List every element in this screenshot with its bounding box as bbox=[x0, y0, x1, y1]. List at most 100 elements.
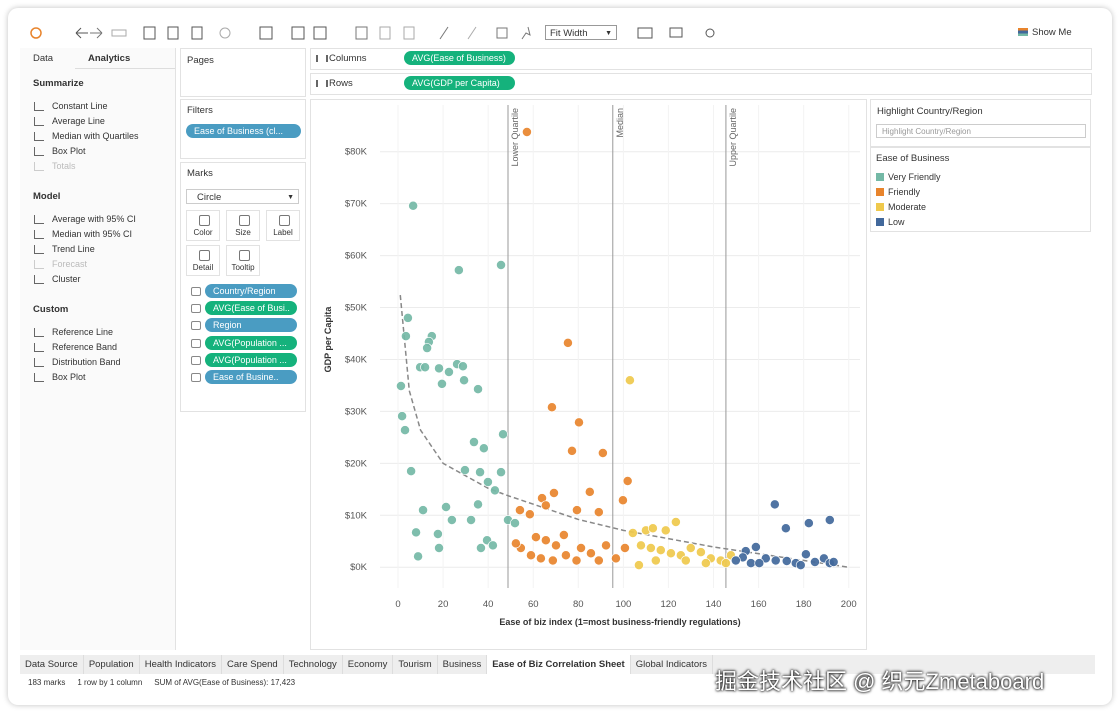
sheet-tab[interactable]: Global Indicators bbox=[631, 655, 714, 674]
data-point[interactable] bbox=[444, 366, 454, 377]
data-point[interactable] bbox=[473, 384, 483, 395]
sheet-tab[interactable]: Population bbox=[84, 655, 140, 674]
new-icon[interactable] bbox=[167, 26, 179, 40]
data-point[interactable] bbox=[524, 509, 535, 520]
refresh-icon[interactable] bbox=[219, 27, 231, 39]
data-point[interactable] bbox=[620, 543, 630, 553]
dup-icon[interactable] bbox=[191, 26, 203, 40]
data-point[interactable] bbox=[437, 378, 447, 389]
data-point[interactable] bbox=[800, 549, 811, 560]
data-point[interactable] bbox=[498, 429, 508, 440]
analytics-item[interactable]: Distribution Band bbox=[52, 357, 121, 367]
data-point[interactable] bbox=[571, 555, 582, 566]
data-point[interactable] bbox=[540, 535, 551, 546]
data-point[interactable] bbox=[546, 402, 557, 413]
sheet-tab[interactable]: Data Source bbox=[20, 655, 84, 674]
mark-button[interactable]: Tooltip bbox=[226, 245, 260, 276]
data-point[interactable] bbox=[422, 343, 433, 354]
data-point[interactable] bbox=[530, 532, 541, 543]
analytics-item[interactable]: Reference Band bbox=[52, 342, 118, 352]
data-point[interactable] bbox=[411, 527, 422, 538]
pill[interactable]: AVG(Population ... bbox=[205, 335, 297, 350]
data-point[interactable] bbox=[597, 448, 608, 458]
data-point[interactable] bbox=[650, 555, 661, 566]
data-point[interactable] bbox=[665, 548, 676, 559]
data-point[interactable] bbox=[720, 558, 731, 569]
show-me[interactable]: Show Me bbox=[1018, 27, 1072, 39]
data-point[interactable] bbox=[809, 557, 820, 567]
legend-label[interactable]: Moderate bbox=[888, 202, 927, 212]
sheet-tab[interactable]: Economy bbox=[343, 655, 394, 674]
data-point[interactable] bbox=[469, 437, 479, 448]
pill[interactable]: AVG(Population ... bbox=[205, 352, 297, 367]
save-icon[interactable] bbox=[143, 26, 156, 40]
data-point[interactable] bbox=[460, 465, 470, 476]
data-point[interactable] bbox=[434, 363, 444, 374]
data-point[interactable] bbox=[695, 547, 706, 558]
clip-icon[interactable] bbox=[467, 26, 477, 40]
present-icon[interactable] bbox=[669, 27, 683, 38]
data-point[interactable] bbox=[496, 260, 506, 270]
data-point[interactable] bbox=[475, 467, 486, 478]
analytics-item[interactable]: Box Plot bbox=[52, 372, 86, 382]
data-point[interactable] bbox=[476, 543, 486, 553]
pill[interactable]: AVG(GDP per Capita) bbox=[404, 76, 515, 90]
data-point[interactable] bbox=[828, 557, 839, 567]
data-point[interactable] bbox=[745, 558, 756, 569]
pill[interactable]: Region bbox=[205, 318, 297, 333]
sort-icon[interactable] bbox=[379, 26, 391, 40]
legend-label[interactable]: Friendly bbox=[888, 187, 921, 197]
mark-button[interactable]: Color bbox=[186, 210, 220, 241]
data-point[interactable] bbox=[610, 553, 621, 564]
chart-icon[interactable] bbox=[291, 26, 305, 40]
forward-icon[interactable] bbox=[90, 27, 103, 39]
analytics-item[interactable]: Average with 95% CI bbox=[52, 214, 136, 224]
analytics-item[interactable]: Average Line bbox=[52, 116, 105, 126]
pill[interactable]: AVG(Ease of Busi.. bbox=[205, 301, 297, 316]
data-point[interactable] bbox=[562, 337, 573, 348]
data-point[interactable] bbox=[585, 548, 596, 559]
analytics-item[interactable]: Forecast bbox=[52, 259, 88, 269]
data-point[interactable] bbox=[510, 518, 520, 529]
data-point[interactable] bbox=[645, 543, 656, 553]
data-point[interactable] bbox=[459, 375, 470, 386]
data-point[interactable] bbox=[574, 417, 584, 428]
data-point[interactable] bbox=[685, 543, 696, 553]
data-point[interactable] bbox=[593, 507, 604, 518]
sheet-tab[interactable]: Tourism bbox=[393, 655, 438, 674]
data-point[interactable] bbox=[482, 477, 493, 488]
panel-tab[interactable]: Data bbox=[33, 53, 54, 64]
data-point[interactable] bbox=[434, 543, 444, 553]
data-point[interactable] bbox=[593, 555, 604, 566]
data-point[interactable] bbox=[660, 525, 671, 536]
data-point[interactable] bbox=[627, 527, 638, 538]
sheet-tab[interactable]: Health Indicators bbox=[140, 655, 223, 674]
pill[interactable]: Ease of Business (cl... bbox=[186, 124, 301, 138]
mark-button[interactable]: Detail bbox=[186, 245, 220, 276]
data-point[interactable] bbox=[453, 265, 464, 276]
data-point[interactable] bbox=[770, 555, 781, 566]
chart-icon[interactable] bbox=[313, 26, 327, 40]
fit-dropdown[interactable]: Fit Width ▼ bbox=[545, 25, 617, 40]
data-point[interactable] bbox=[647, 523, 658, 534]
data-point[interactable] bbox=[730, 555, 741, 566]
data-point[interactable] bbox=[478, 443, 489, 454]
data-point[interactable] bbox=[567, 445, 577, 456]
pill[interactable]: AVG(Ease of Business) bbox=[404, 51, 515, 65]
data-point[interactable] bbox=[622, 476, 633, 486]
analytics-item[interactable]: Median with 95% CI bbox=[52, 229, 133, 239]
data-point[interactable] bbox=[617, 495, 628, 506]
data-point[interactable] bbox=[754, 558, 765, 569]
data-point[interactable] bbox=[558, 530, 569, 540]
data-point[interactable] bbox=[551, 540, 561, 551]
data-point[interactable] bbox=[560, 550, 571, 561]
data-point[interactable] bbox=[487, 540, 498, 551]
back-icon[interactable] bbox=[75, 27, 88, 39]
analytics-item[interactable]: Median with Quartiles bbox=[52, 131, 139, 141]
analytics-item[interactable]: Trend Line bbox=[52, 244, 95, 254]
data-point[interactable] bbox=[547, 555, 558, 566]
data-point[interactable] bbox=[670, 517, 681, 527]
swap-axes-icon[interactable] bbox=[355, 26, 368, 40]
sheet-tab[interactable]: Technology bbox=[284, 655, 343, 674]
data-point[interactable] bbox=[633, 560, 644, 571]
